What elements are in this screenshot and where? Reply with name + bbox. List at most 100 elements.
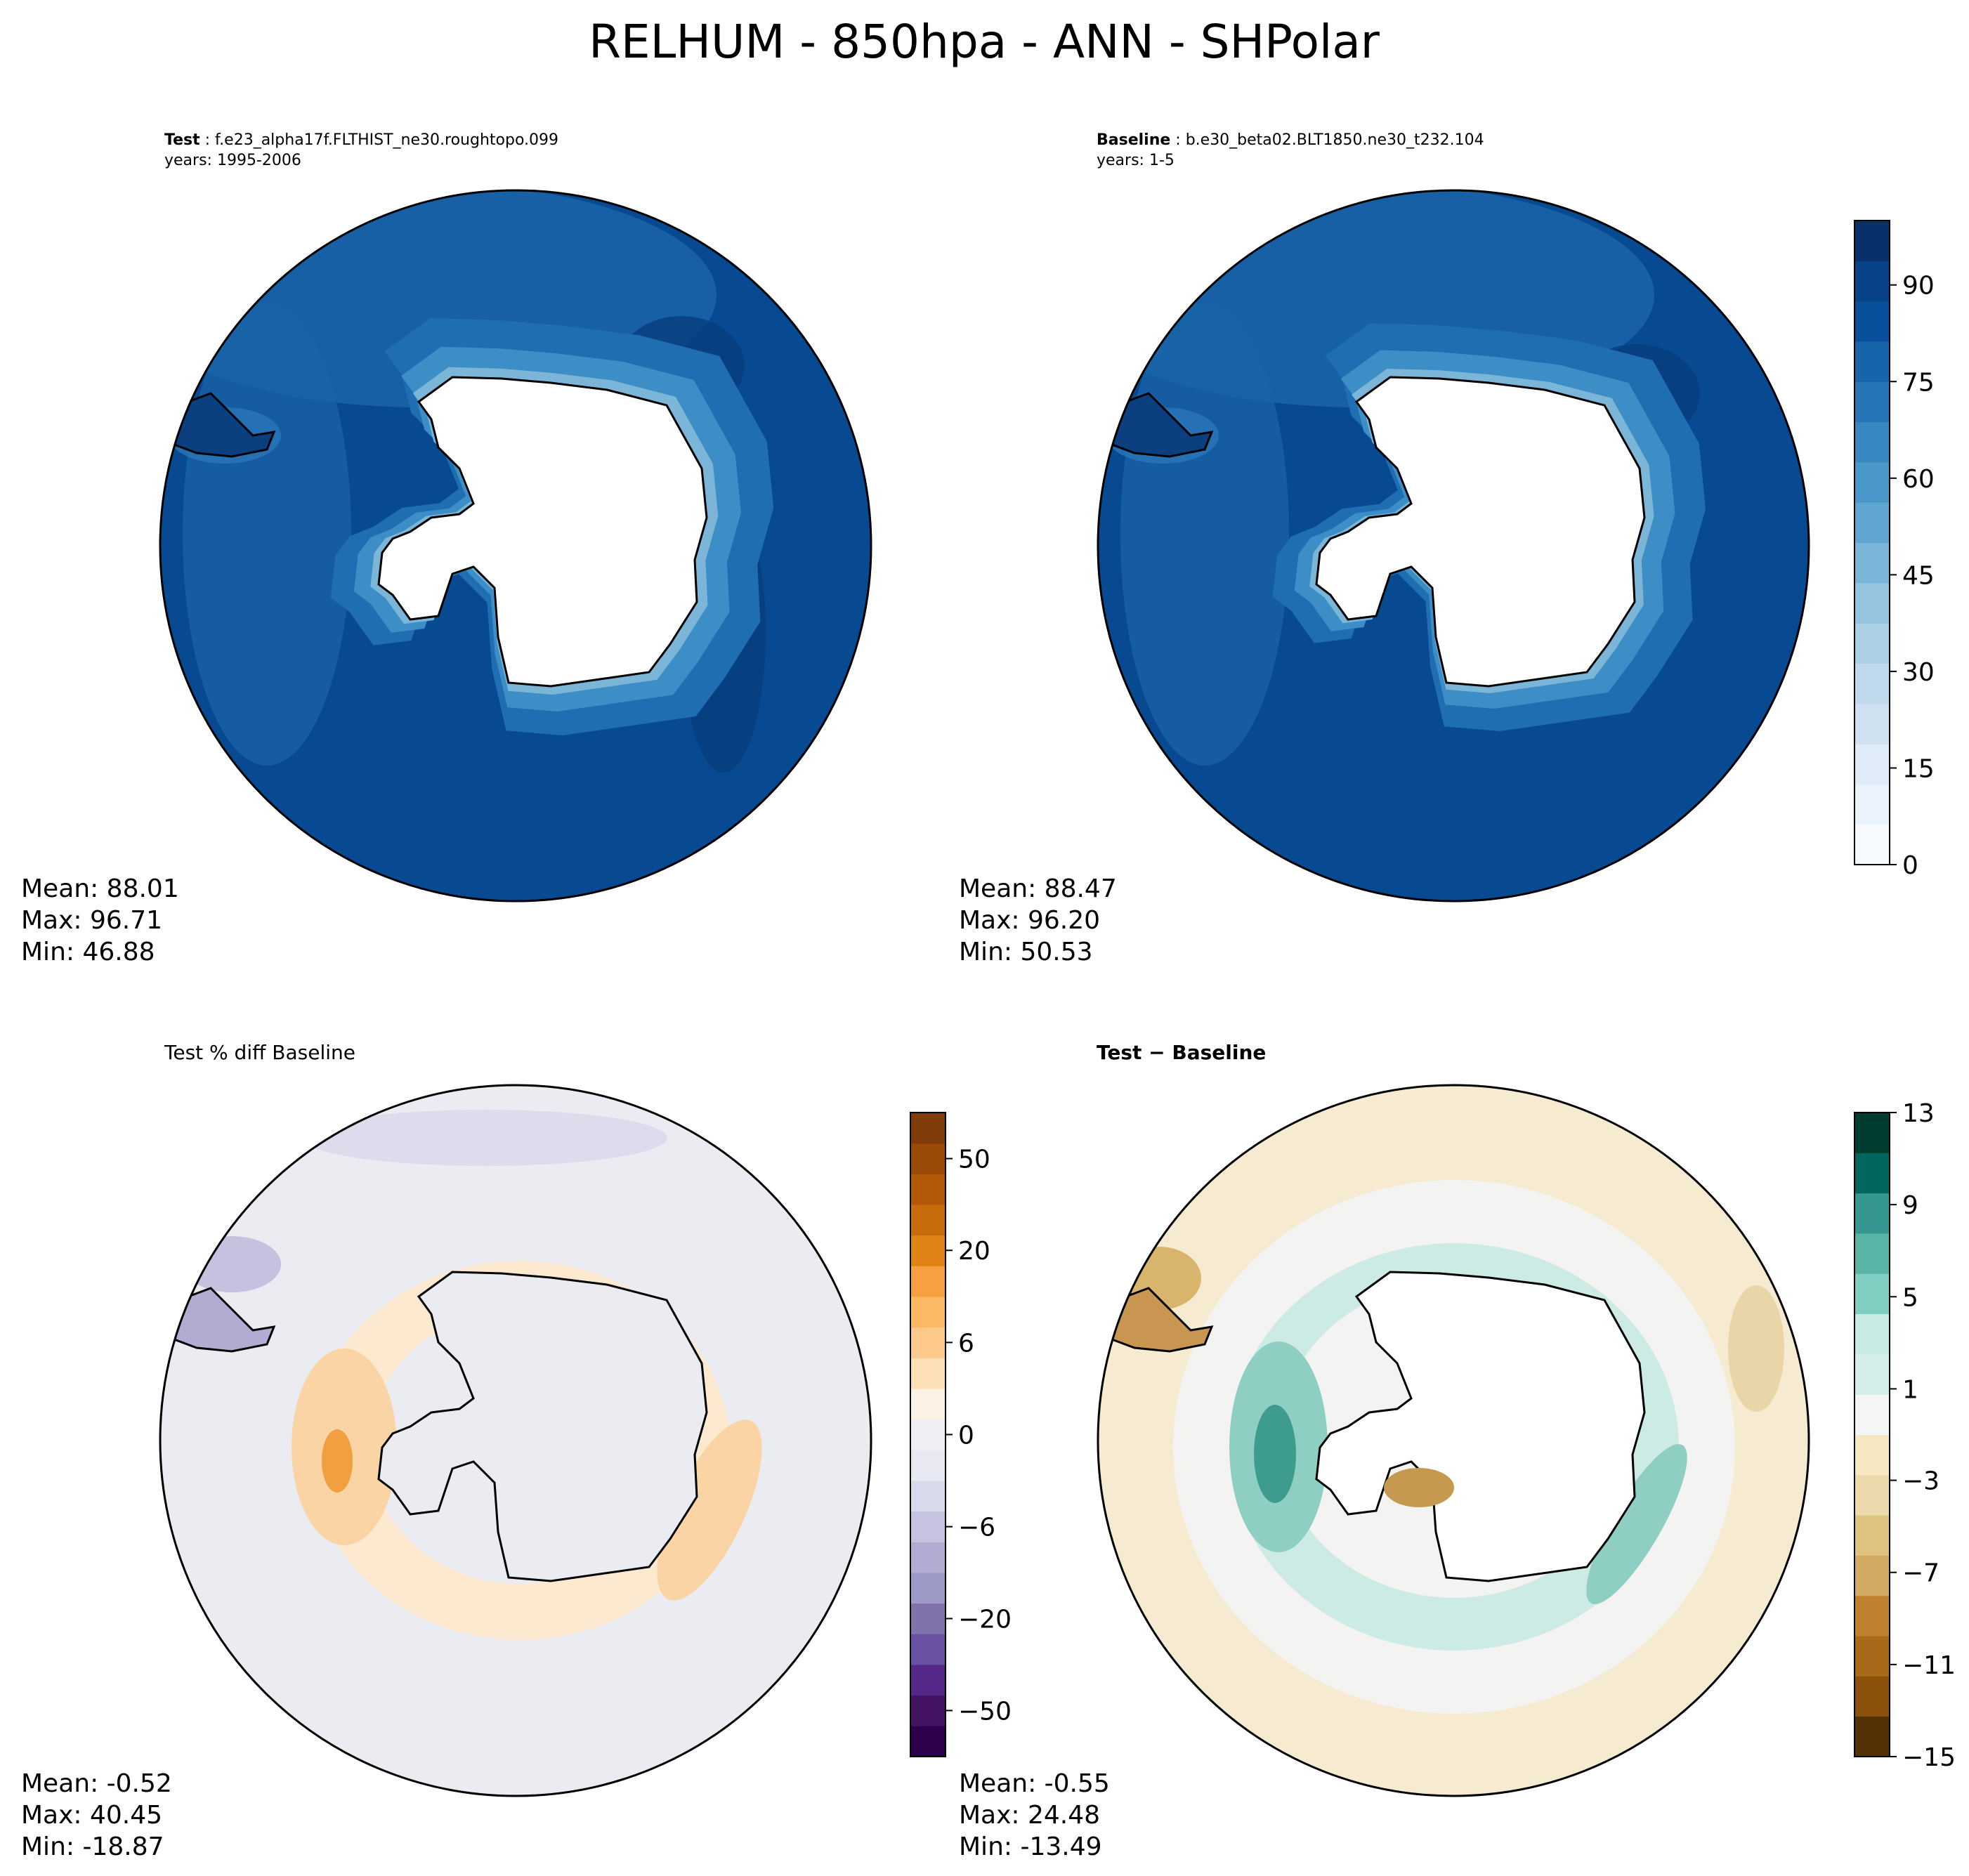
pct_diff-colorbar-band	[910, 1634, 946, 1665]
panel-pct-diff: Test % diff Baseline Mean: -0.52 Max: 40…	[21, 1041, 872, 1861]
relhum-colorbar-band	[1854, 221, 1890, 261]
panel-test-max: Max: 96.71	[21, 906, 162, 935]
colorbar-relhum: 0 15 30 45 60 75 90	[1854, 220, 1935, 880]
pct_diff-colorbar-band	[910, 1603, 946, 1634]
panel-diff-min: Min: -13.49	[959, 1832, 1102, 1861]
relhum-colorbar-band	[1854, 824, 1890, 865]
relhum-colorbar-band	[1854, 381, 1890, 423]
diff-colorbar-tick-label: −11	[1902, 1651, 1956, 1680]
pct_diff-colorbar-band	[910, 1327, 946, 1358]
relhum-colorbar-band	[1854, 784, 1890, 825]
relhum-band-west	[183, 302, 351, 766]
pct_diff-colorbar-tick-label: −20	[958, 1605, 1012, 1634]
diff-colorbar-band	[1854, 1474, 1890, 1516]
pct_diff-colorbar-band	[910, 1143, 946, 1174]
diff-colorbar-tick-label: 9	[1902, 1191, 1918, 1220]
relhum-colorbar-band	[1854, 261, 1890, 302]
panel-test-label-case: : f.e23_alpha17f.FLTHIST_ne30.roughtopo.…	[200, 131, 558, 149]
map-baseline	[1098, 190, 1809, 901]
relhum-colorbar-band	[1854, 623, 1890, 664]
diff-colorbar-tick-label: 1	[1902, 1375, 1918, 1404]
panel-diff-label: Test − Baseline	[1097, 1041, 1266, 1064]
panel-baseline: Baseline : b.e30_beta02.BLT1850.ne30_t23…	[959, 131, 1810, 966]
pct_diff-colorbar-band	[910, 1266, 946, 1297]
pct_diff-colorbar-band	[910, 1481, 946, 1512]
panel-diff-max: Max: 24.48	[959, 1801, 1100, 1830]
diff-colorbar-band	[1854, 1313, 1890, 1355]
relhum-colorbar-band	[1854, 461, 1890, 503]
diff-teal-east	[1586, 1444, 1687, 1604]
diff-colorbar-band	[1854, 1636, 1890, 1677]
relhum-colorbar-tick-label: 15	[1902, 754, 1935, 783]
pct_diff-colorbar-band	[910, 1665, 946, 1696]
pct_diff-colorbar-band	[910, 1113, 946, 1144]
south-america-tip	[167, 1287, 276, 1353]
panel-baseline-label: Baseline : b.e30_beta02.BLT1850.ne30_t23…	[1097, 131, 1484, 149]
relhum-colorbar-tick-label: 90	[1902, 272, 1935, 301]
diff-colorbar-band	[1854, 1515, 1890, 1556]
map-diff-boundary	[1097, 1084, 1810, 1797]
diff-colorbar-band	[1854, 1273, 1890, 1315]
pct_diff-colorbar-band	[910, 1174, 946, 1205]
diff-colorbar-tick-label: −3	[1902, 1467, 1939, 1496]
diff-green-core	[1254, 1405, 1296, 1503]
pct_diff-colorbar-tick-label: 0	[958, 1422, 974, 1450]
colorbar-pct-diff-bands	[910, 1113, 946, 1757]
pct_diff-colorbar-band	[910, 1450, 946, 1481]
figure-title: RELHUM - 850hpa - ANN - SHPolar	[589, 15, 1380, 69]
diff-colorbar-band	[1854, 1153, 1890, 1194]
panel-baseline-min: Min: 50.53	[959, 938, 1093, 966]
panel-test-years: years: 1995-2006	[164, 152, 301, 169]
relhum-colorbar-band	[1854, 341, 1890, 382]
diff-colorbar-tick-label: −7	[1902, 1559, 1939, 1588]
pct-orange-core	[322, 1429, 353, 1493]
pct_diff-colorbar-band	[910, 1511, 946, 1542]
pct_diff-colorbar-band	[910, 1726, 946, 1757]
panel-test: Test : f.e23_alpha17f.FLTHIST_ne30.rough…	[21, 131, 872, 966]
relhum-colorbar-tick-label: 45	[1902, 561, 1935, 590]
diff-brown-weddell	[1384, 1468, 1454, 1507]
relhum-band-west	[1120, 302, 1289, 766]
relhum-colorbar-tick-label: 0	[1902, 851, 1918, 880]
pct_diff-colorbar-band	[910, 1297, 946, 1328]
relhum-colorbar-band	[1854, 744, 1890, 785]
map-pct-diff	[160, 1085, 871, 1796]
panel-pct-diff-min: Min: -18.87	[21, 1832, 164, 1861]
panel-pct-diff-mean: Mean: -0.52	[21, 1769, 172, 1798]
panel-baseline-label-case: : b.e30_beta02.BLT1850.ne30_t232.104	[1170, 131, 1484, 149]
colorbar-diff-bands	[1854, 1113, 1890, 1757]
pct_diff-colorbar-band	[910, 1358, 946, 1389]
relhum-colorbar-band	[1854, 421, 1890, 463]
relhum-colorbar-tick-label: 75	[1902, 368, 1935, 397]
panel-baseline-mean: Mean: 88.47	[959, 874, 1117, 903]
colorbar-diff-ticks: −15 −11 −7 −3 1 5 9 13	[1890, 1099, 1956, 1772]
relhum-colorbar-tick-label: 30	[1902, 658, 1935, 687]
pct_diff-colorbar-tick-label: 50	[958, 1146, 990, 1174]
pct_diff-colorbar-band	[910, 1389, 946, 1420]
pct_diff-colorbar-band	[910, 1419, 946, 1450]
relhum-colorbar-band	[1854, 502, 1890, 543]
colorbar-relhum-frame	[1854, 220, 1890, 865]
diff-colorbar-band	[1854, 1233, 1890, 1274]
pct_diff-colorbar-band	[910, 1573, 946, 1604]
panel-test-label-bold: Test	[164, 131, 200, 149]
south-america-tip	[167, 392, 276, 458]
colorbar-pct-diff: −50 −20 −6 0 6 20 50	[910, 1112, 1012, 1757]
colorbar-diff-frame	[1854, 1112, 1890, 1757]
pct_diff-colorbar-band	[910, 1695, 946, 1726]
pct_diff-colorbar-band	[910, 1205, 946, 1236]
diff-tan-east	[1728, 1285, 1784, 1412]
panel-pct-diff-label: Test % diff Baseline	[164, 1041, 355, 1064]
pct_diff-colorbar-tick-label: 20	[958, 1237, 990, 1266]
diff-colorbar-band	[1854, 1434, 1890, 1476]
colorbar-relhum-bands	[1854, 221, 1890, 865]
map-pct-diff-boundary	[159, 1084, 872, 1797]
diff-colorbar-band	[1854, 1353, 1890, 1395]
panel-diff-mean: Mean: -0.55	[959, 1769, 1110, 1798]
pct_diff-colorbar-band	[910, 1542, 946, 1573]
diff-colorbar-tick-label: 5	[1902, 1283, 1918, 1312]
south-america-tip	[1105, 1287, 1214, 1353]
diff-colorbar-band	[1854, 1595, 1890, 1636]
pct_diff-colorbar-tick-label: 6	[958, 1329, 974, 1358]
